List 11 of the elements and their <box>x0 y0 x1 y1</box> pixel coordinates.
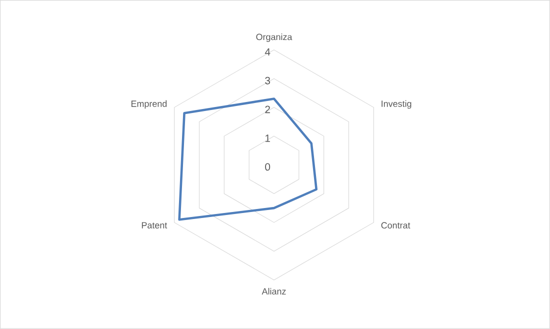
spoke-label: Patent <box>142 222 168 229</box>
y-tick-label: 1 <box>265 134 270 142</box>
spoke-label: Organiza <box>256 34 292 42</box>
spoke-label: Alianz <box>262 288 286 295</box>
y-tick-label: 3 <box>265 76 270 84</box>
y-tick-label: 0 <box>265 163 270 171</box>
spoke-label: Contrat <box>381 222 410 229</box>
spoke-label: Emprend <box>131 100 167 109</box>
y-tick-label: 2 <box>265 106 270 114</box>
spoke-label: Investig <box>382 100 412 109</box>
y-tick-label: 4 <box>264 48 270 56</box>
